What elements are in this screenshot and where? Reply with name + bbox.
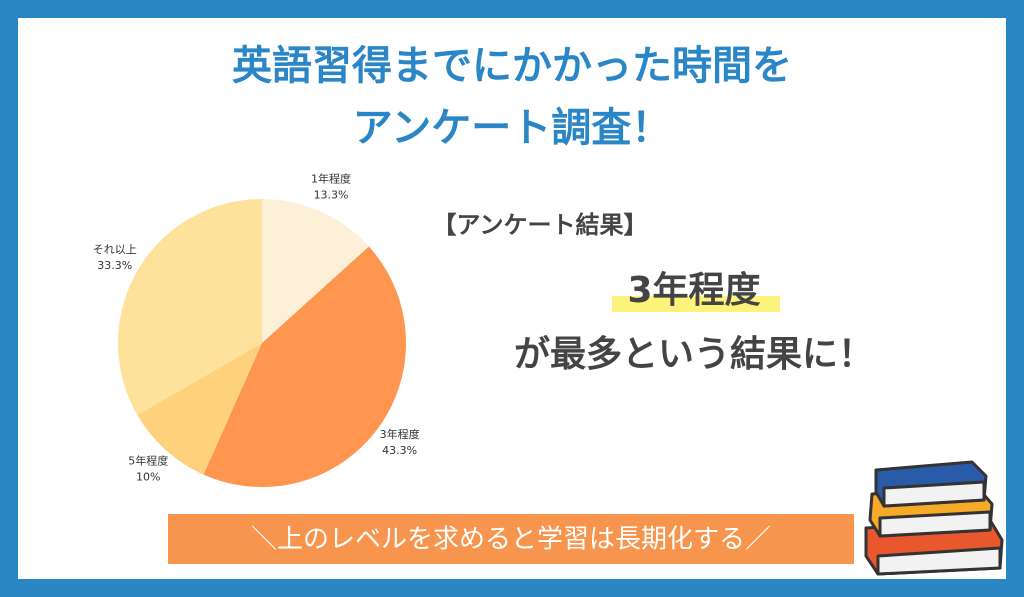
result-text: が最多という結果に！ (514, 334, 874, 375)
result-heading: 【アンケート結果】 (432, 211, 647, 239)
slice-value: 10% (136, 470, 160, 483)
pie-slice (203, 246, 407, 488)
slice-value: 43.3% (382, 444, 417, 457)
banner-text: ＼上のレベルを求めると学習は長期化する／ (251, 525, 771, 555)
slice-category: 1年程度 (311, 172, 351, 186)
banner (168, 514, 854, 564)
slice-category: 3年程度 (380, 427, 420, 441)
pie-slice (137, 343, 262, 475)
title-line: 英語習得までにかかった時間を (232, 43, 792, 89)
slice-category: 5年程度 (128, 453, 168, 467)
pie-slice (262, 199, 369, 343)
slice-value: 33.3% (97, 259, 132, 272)
books-icon (864, 460, 1004, 576)
pie-slice (117, 199, 262, 415)
result-highlight: 3年程度 (627, 270, 760, 311)
slice-category: それ以上 (93, 243, 137, 256)
slice-value: 13.3% (314, 189, 349, 202)
highlight-marker (612, 296, 780, 312)
title-line: アンケート調査！ (353, 105, 671, 151)
